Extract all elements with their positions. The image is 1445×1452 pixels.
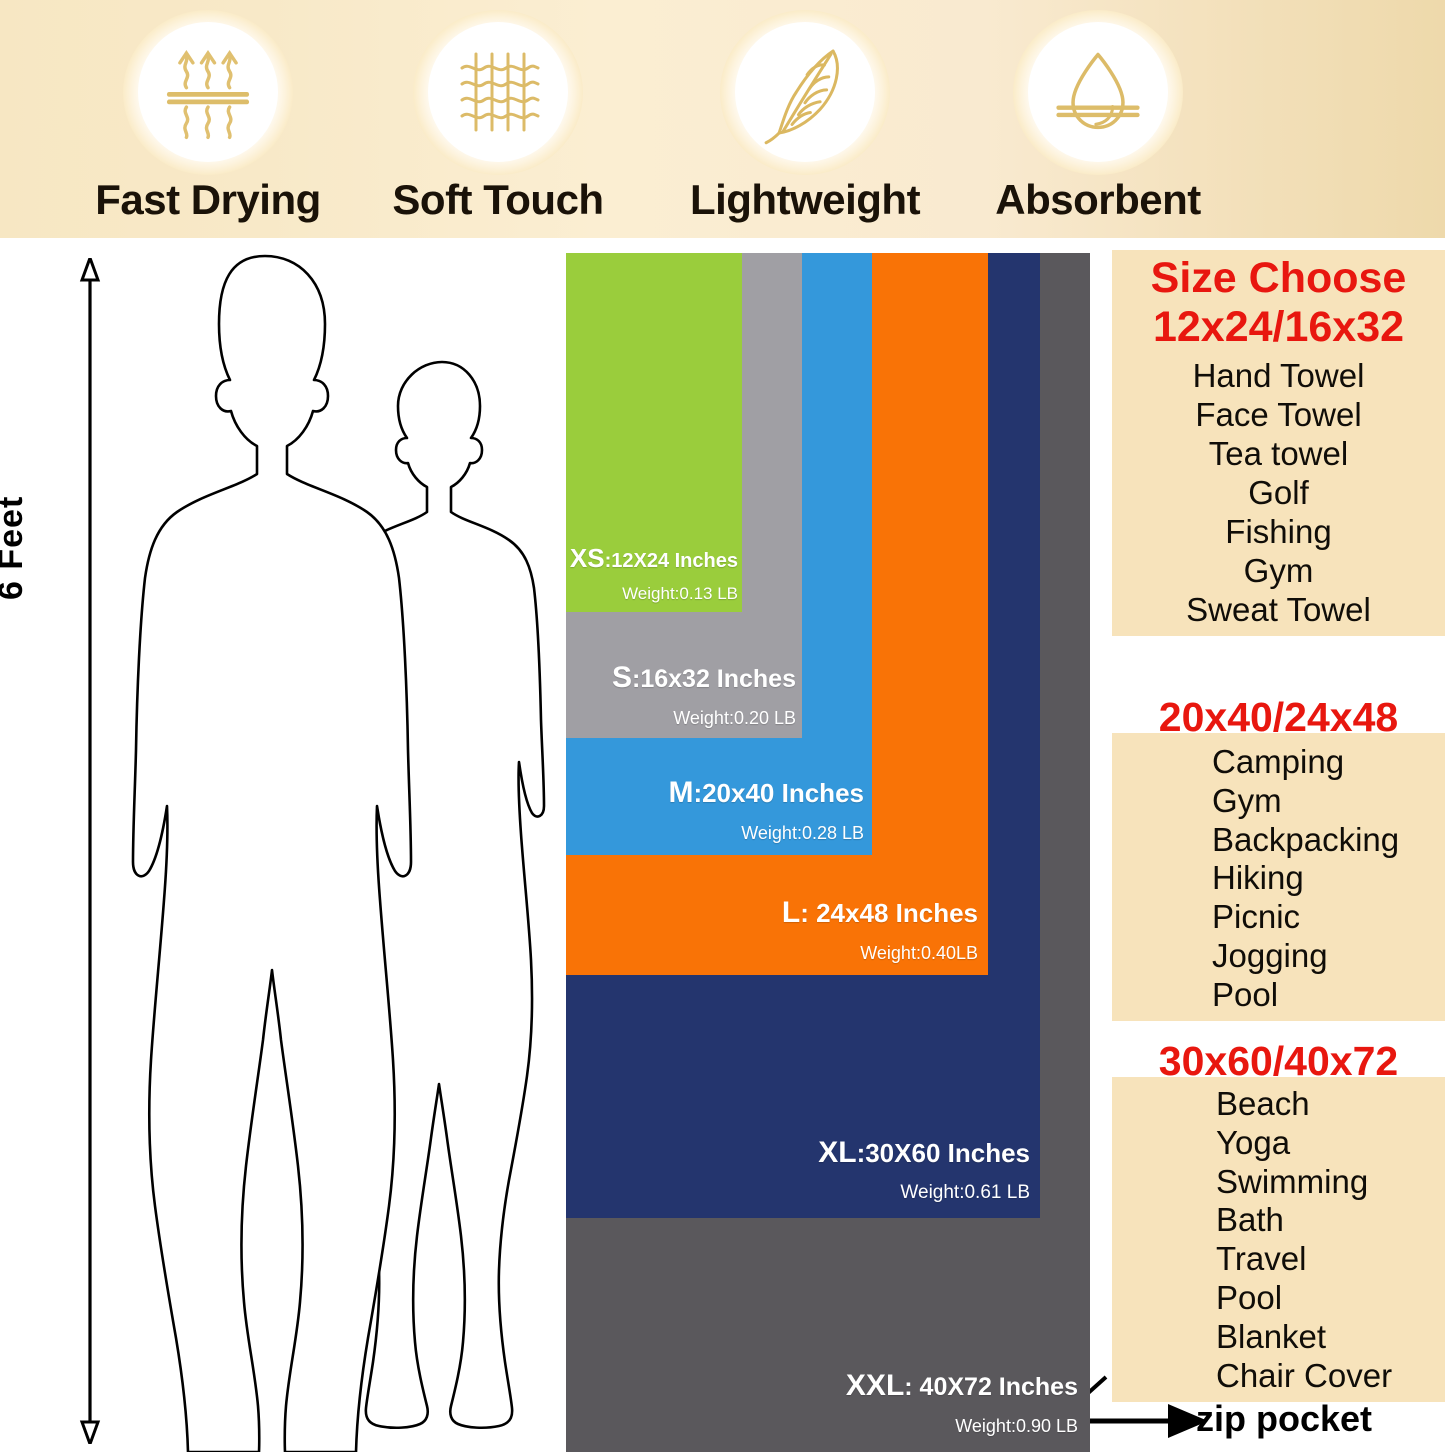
steam-arrows-fabric-icon: [166, 50, 250, 140]
towel-xs-size: XS:12X24 Inches: [569, 542, 738, 573]
list-item[interactable]: Tea towel: [1208, 435, 1349, 473]
size-group-medium-title: 20x40/24x48: [1158, 694, 1399, 740]
list-item[interactable]: Gym: [1212, 781, 1282, 819]
feature-absorbent: Absorbent: [948, 0, 1248, 238]
list-item[interactable]: Sweat Towel: [1186, 591, 1371, 629]
size-group-small-list: Hand Towel Face Towel Tea towel Golf Fis…: [1112, 357, 1445, 630]
feature-label: Absorbent: [995, 176, 1201, 223]
feature-banner: Fast Drying Soft Touch: [0, 0, 1445, 238]
size-group-small-title: 12x24/16x32: [1152, 302, 1405, 351]
feature-lightweight: Lightweight: [655, 0, 955, 238]
list-item[interactable]: Fishing: [1225, 513, 1332, 551]
list-item[interactable]: Jogging: [1212, 937, 1328, 975]
size-group-large: 30x60/40x72 Beach Yoga Swimming Bath Tra…: [1112, 1038, 1445, 1403]
list-item[interactable]: Beach: [1216, 1084, 1310, 1122]
list-item[interactable]: Swimming: [1216, 1162, 1369, 1200]
fast-drying-disc: [138, 22, 278, 162]
list-item[interactable]: Hiking: [1212, 859, 1304, 897]
towel-s-weight: Weight:0.20 LB: [673, 707, 796, 728]
towel-xs[interactable]: XS:12X24 Inches Weight:0.13 LB: [566, 253, 742, 612]
feature-label: Fast Drying: [95, 176, 321, 223]
towel-xs-weight: Weight:0.13 LB: [622, 584, 738, 604]
towel-l-weight: Weight:0.40LB: [860, 942, 978, 963]
list-item[interactable]: Pool: [1212, 976, 1279, 1014]
woven-mesh-icon: [460, 52, 540, 132]
feature-label: Lightweight: [689, 176, 921, 223]
water-droplet-fabric-icon: [1056, 52, 1140, 130]
towel-m-weight: Weight:0.28 LB: [741, 822, 864, 843]
towel-xxl-weight: Weight:0.90 LB: [955, 1415, 1078, 1436]
feather-icon: [764, 49, 839, 145]
height-scale-label: 6 Feet: [0, 495, 30, 600]
male-silhouette: [131, 254, 413, 1452]
size-choose-panels: Size Choose 12x24/16x32 Hand Towel Face …: [1112, 250, 1445, 1452]
size-group-large-title: 30x60/40x72: [1158, 1038, 1399, 1084]
towel-xxl-size: XXL: 40X72 Inches: [845, 1369, 1078, 1403]
towel-l-size: L: 24x48 Inches: [781, 896, 978, 930]
towel-s-size: S:16x32 Inches: [611, 661, 796, 695]
zip-pocket-label: zip pocket: [1196, 1398, 1373, 1439]
towel-m-size: M:20x40 Inches: [668, 776, 864, 810]
list-item[interactable]: Camping: [1212, 742, 1345, 780]
feature-soft-touch: Soft Touch: [348, 0, 648, 238]
list-item[interactable]: Chair Cover: [1216, 1357, 1393, 1395]
size-group-medium: 20x40/24x48 Camping Gym Backpacking Hiki…: [1112, 694, 1445, 1022]
size-choose-heading: Size Choose: [1150, 254, 1407, 302]
list-item[interactable]: Backpacking: [1212, 820, 1400, 858]
list-item[interactable]: Gym: [1243, 552, 1314, 590]
list-item[interactable]: Golf: [1248, 474, 1309, 512]
list-item[interactable]: Travel: [1216, 1240, 1307, 1278]
list-item[interactable]: Blanket: [1216, 1318, 1327, 1356]
size-group-medium-list: Camping Gym Backpacking Hiking Picnic Jo…: [1112, 743, 1445, 1016]
absorbent-disc: [1028, 22, 1168, 162]
list-item[interactable]: Hand Towel: [1192, 357, 1365, 395]
feature-label: Soft Touch: [392, 176, 604, 223]
lightweight-disc: [735, 22, 875, 162]
feature-fast-drying: Fast Drying: [58, 0, 358, 238]
human-silhouettes: [131, 254, 546, 1452]
towel-size-chart: XXL: 40X72 Inches Weight:0.90 LB XL:30X6…: [566, 253, 1090, 1452]
list-item[interactable]: Pool: [1216, 1279, 1283, 1317]
towel-xl-size: XL:30X60 Inches: [818, 1135, 1030, 1169]
soft-touch-disc: [428, 22, 568, 162]
list-item[interactable]: Yoga: [1216, 1123, 1291, 1161]
towel-xl-weight: Weight:0.61 LB: [900, 1182, 1030, 1204]
list-item[interactable]: Picnic: [1212, 898, 1301, 936]
size-group-small: Size Choose 12x24/16x32 Hand Towel Face …: [1112, 250, 1445, 636]
list-item[interactable]: Face Towel: [1195, 396, 1362, 434]
height-scale-arrow: [79, 258, 101, 1444]
size-group-large-list: Beach Yoga Swimming Bath Travel Pool Bla…: [1112, 1085, 1445, 1397]
list-item[interactable]: Bath: [1216, 1201, 1284, 1239]
